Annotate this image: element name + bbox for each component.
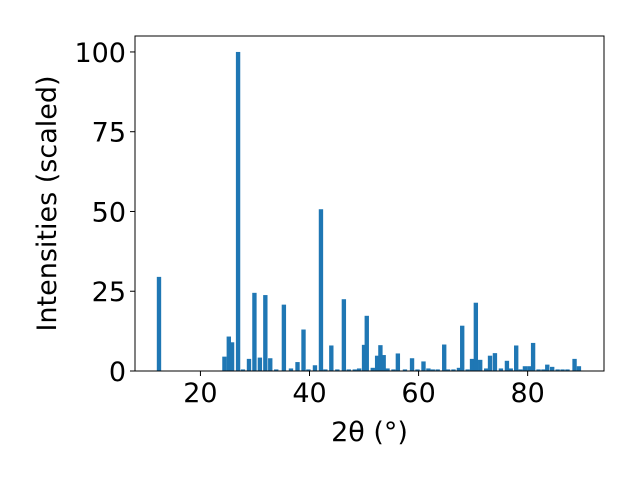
bar: [465, 369, 470, 371]
bar: [395, 353, 401, 371]
bar: [222, 356, 227, 371]
bar: [301, 329, 306, 371]
bar: [545, 364, 550, 371]
y-tick-label: 50: [92, 197, 126, 228]
bar: [391, 369, 396, 371]
bar: [514, 345, 519, 371]
bar: [442, 344, 447, 371]
bar: [341, 299, 347, 371]
y-tick-label: 25: [92, 277, 126, 308]
bar: [530, 342, 536, 371]
x-tick-label: 60: [401, 378, 435, 409]
bar: [460, 325, 465, 371]
bar: [426, 368, 431, 371]
bar: [235, 51, 241, 371]
bar: [156, 276, 162, 371]
bar: [306, 369, 311, 371]
bar: [378, 345, 383, 371]
bar: [385, 368, 390, 371]
bar: [498, 368, 504, 371]
bar: [257, 357, 263, 371]
bar: [576, 366, 582, 371]
bar: [374, 355, 380, 371]
bar: [229, 342, 235, 371]
bar: [572, 358, 577, 371]
bar: [555, 369, 560, 371]
bars-group: [156, 51, 582, 371]
bar: [522, 366, 528, 371]
x-tick-label: 20: [183, 378, 217, 409]
bar: [445, 369, 451, 371]
bar: [560, 369, 565, 371]
bar: [492, 353, 498, 371]
bar: [487, 355, 493, 371]
y-tick-label: 0: [109, 357, 126, 388]
y-axis-ticks: 0 25 50 75 100: [74, 38, 135, 388]
bar: [323, 369, 328, 371]
bar: [281, 304, 287, 371]
bar: [478, 359, 483, 371]
x-tick-label: 80: [510, 378, 544, 409]
bar: [402, 369, 408, 371]
bar: [356, 368, 362, 371]
bar: [346, 369, 351, 371]
bar: [226, 336, 231, 371]
bar: [435, 369, 440, 371]
y-tick-label: 75: [92, 118, 126, 149]
bar: [541, 369, 546, 371]
x-axis-ticks: 20 40 60 80: [183, 371, 545, 409]
bar: [484, 368, 489, 371]
bar: [246, 358, 252, 371]
bar: [268, 358, 273, 371]
bar: [565, 369, 570, 371]
bar: [469, 358, 475, 371]
bar: [473, 302, 479, 371]
bar: [504, 360, 510, 371]
bar: [329, 345, 334, 371]
bar: [252, 292, 257, 371]
bar: [295, 362, 300, 371]
bar: [415, 369, 420, 371]
bar: [550, 366, 555, 371]
bar: [508, 368, 513, 371]
x-axis-label: 2θ (°): [331, 417, 408, 448]
bar: [409, 358, 415, 371]
bar: [370, 367, 375, 371]
bar: [536, 369, 541, 371]
y-axis-label: Intensities (scaled): [32, 75, 63, 331]
plot-frame: [134, 35, 605, 372]
bar: [381, 355, 386, 371]
bar: [288, 368, 294, 371]
bar: [274, 369, 279, 371]
bar: [527, 366, 532, 371]
bar: [335, 369, 340, 371]
bar: [318, 209, 324, 371]
bar: [352, 369, 357, 371]
bar: [364, 315, 369, 371]
bar: [430, 369, 435, 371]
bar: [263, 295, 268, 371]
bar: [421, 361, 426, 371]
x-tick-label: 40: [292, 378, 326, 409]
bar: [456, 367, 462, 371]
bar: [451, 369, 456, 371]
y-tick-label: 100: [74, 38, 126, 69]
bar: [518, 369, 523, 371]
bar: [312, 365, 318, 371]
bar: [240, 369, 246, 371]
bar: [361, 344, 367, 371]
